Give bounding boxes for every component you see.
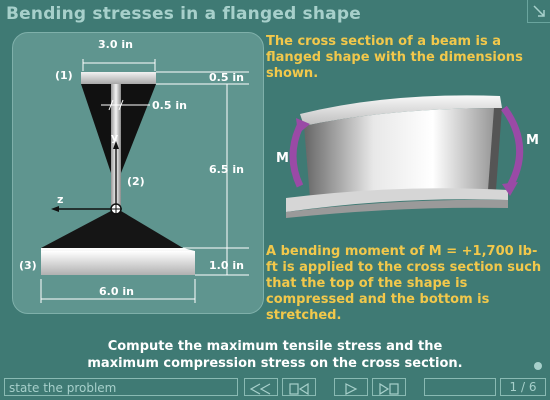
navigation-bar: state the problem 1 / 6	[0, 376, 550, 400]
part-label-3: (3)	[19, 259, 37, 272]
rewind-icon	[249, 382, 271, 395]
first-page-button[interactable]	[244, 378, 278, 396]
indicator-dot	[534, 362, 542, 370]
arrow-corner-icon	[533, 5, 545, 17]
part-label-1: (1)	[55, 69, 73, 82]
corner-menu-button[interactable]	[527, 0, 550, 23]
axis-y-label: y	[111, 131, 118, 144]
description-cross-section: The cross section of a beam is a flanged…	[266, 34, 523, 81]
step-back-icon	[289, 382, 309, 395]
play-icon	[345, 382, 358, 395]
dim-height: 6.5 in	[209, 163, 244, 176]
step-forward-icon	[379, 382, 399, 395]
dim-web: 0.5 in	[152, 99, 187, 112]
state-label: state the problem	[4, 378, 238, 396]
moment-label-left: M	[276, 151, 289, 166]
description-bending-moment: A bending moment of M = +1,700 lb-ft is …	[266, 244, 542, 323]
bent-beam-illustration: M M	[276, 95, 539, 218]
task-line-2: maximum compression stress on the cross …	[87, 356, 463, 371]
page-separator: /	[520, 380, 526, 394]
dim-bottom-flange: 1.0 in	[209, 259, 244, 272]
task-line-1: Compute the maximum tensile stress and t…	[107, 339, 443, 354]
task-statement: Compute the maximum tensile stress and t…	[0, 338, 550, 372]
moment-label-right: M	[526, 133, 539, 148]
axis-z-label: z	[57, 193, 63, 206]
page-title: Bending stresses in a flanged shape	[6, 4, 361, 24]
dim-bottom-width: 6.0 in	[99, 285, 134, 298]
cross-section-diagram: 3.0 in (1) (2) (3) 0.5 in 6.5 in 1.0 in …	[12, 32, 264, 314]
blank-field	[424, 378, 496, 396]
play-button[interactable]	[334, 378, 368, 396]
dim-top-flange: 0.5 in	[209, 71, 244, 84]
page-indicator: 1 / 6	[500, 378, 546, 396]
previous-page-button[interactable]	[282, 378, 316, 396]
dim-top-width: 3.0 in	[98, 38, 133, 51]
part-label-2: (2)	[127, 175, 145, 188]
page-total: 6	[528, 380, 537, 394]
next-page-button[interactable]	[372, 378, 406, 396]
page-current: 1	[509, 380, 518, 394]
